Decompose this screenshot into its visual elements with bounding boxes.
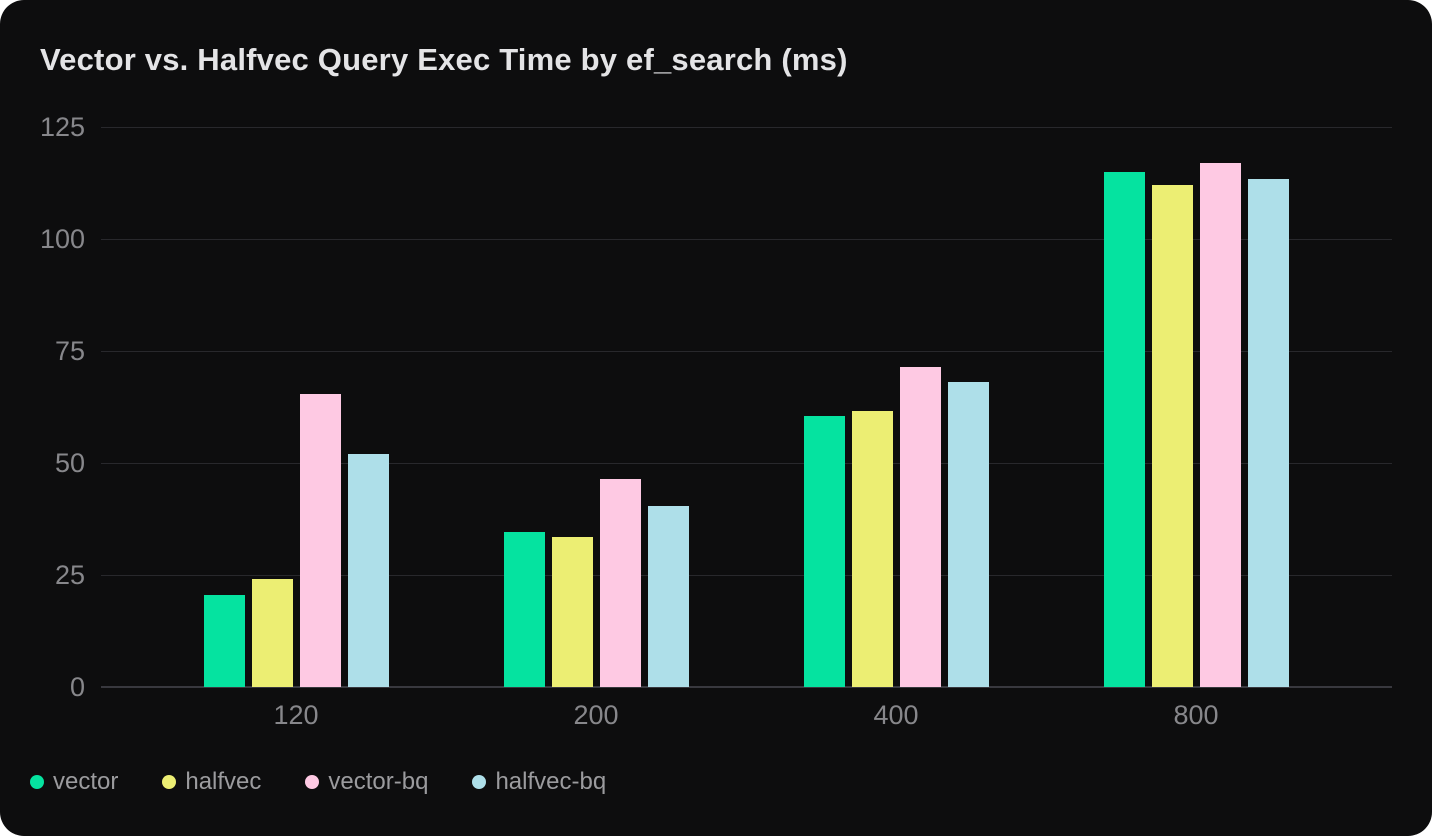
x-axis-baseline: [101, 686, 1392, 688]
bar-halfvec-200: [551, 536, 593, 687]
bar-halfvec-120: [251, 579, 293, 687]
legend-label-vector-bq: vector-bq: [328, 768, 429, 795]
y-tick-label-100: 100: [39, 224, 85, 254]
legend-dot-halfvec: [162, 775, 177, 789]
legend-dot-vector: [30, 775, 44, 789]
bar-vector-bq-800: [1199, 162, 1241, 687]
gridline-75: [101, 351, 1392, 352]
x-tick-label-200: 200: [573, 700, 619, 730]
bar-vector-120: [203, 595, 245, 687]
gridline-100: [101, 239, 1392, 240]
y-tick-label-50: 50: [54, 448, 85, 478]
legend-dot-halfvec-bq: [472, 775, 487, 789]
chart-title: Vector vs. Halfvec Query Exec Time by ef…: [40, 42, 848, 77]
bar-halfvec-bq-200: [647, 505, 689, 687]
x-tick-label-400: 400: [873, 700, 919, 730]
bar-halfvec-bq-800: [1247, 178, 1289, 687]
legend-item-halfvec-bq[interactable]: halfvec-bq: [472, 768, 606, 796]
legend-item-vector-bq[interactable]: vector-bq: [305, 768, 428, 796]
gridline-25: [101, 575, 1392, 576]
gridline-50: [101, 463, 1392, 464]
legend-item-halfvec[interactable]: halfvec: [162, 768, 261, 796]
legend-dot-vector-bq: [305, 775, 320, 789]
bar-halfvec-800: [1151, 185, 1193, 687]
y-tick-label-75: 75: [54, 336, 85, 366]
bar-vector-200: [503, 532, 545, 687]
bar-halfvec-bq-120: [347, 454, 389, 687]
bar-halfvec-400: [851, 411, 893, 687]
bar-vector-bq-200: [599, 478, 641, 687]
legend-label-halfvec: halfvec: [185, 768, 262, 795]
legend: vector halfvec vector-bq halfvec-bq: [30, 768, 606, 796]
legend-item-vector[interactable]: vector: [30, 768, 118, 796]
bar-vector-bq-400: [899, 366, 941, 687]
x-tick-label-120: 120: [273, 700, 319, 730]
y-tick-label-25: 25: [54, 560, 85, 590]
bar-vector-800: [1103, 171, 1145, 687]
legend-label-vector: vector: [53, 768, 119, 795]
x-tick-label-800: 800: [1173, 700, 1219, 730]
bar-vector-400: [803, 415, 845, 687]
gridline-125: [101, 127, 1392, 128]
y-tick-label-125: 125: [39, 112, 85, 142]
bar-vector-bq-120: [299, 393, 341, 687]
bar-halfvec-bq-400: [947, 382, 989, 687]
legend-label-halfvec-bq: halfvec-bq: [495, 768, 607, 795]
y-tick-label-0: 0: [69, 672, 85, 702]
